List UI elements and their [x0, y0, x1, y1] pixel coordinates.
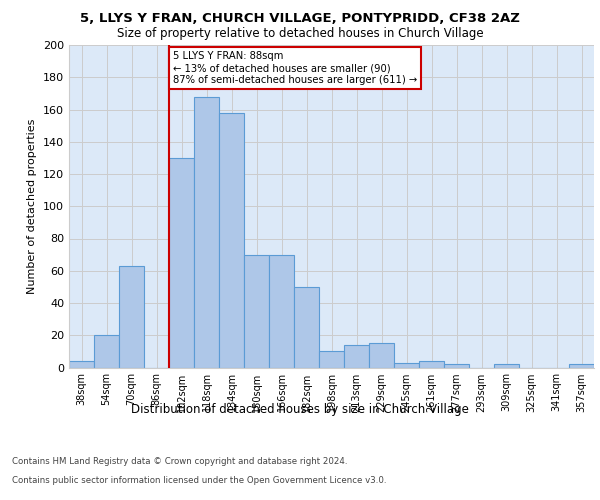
- Bar: [69, 361, 94, 368]
- Bar: [319, 352, 344, 368]
- Text: Size of property relative to detached houses in Church Village: Size of property relative to detached ho…: [116, 28, 484, 40]
- Bar: [419, 361, 444, 368]
- Bar: [269, 254, 294, 368]
- Bar: [169, 158, 194, 368]
- Bar: [94, 335, 119, 368]
- Bar: [394, 362, 419, 368]
- Bar: [219, 112, 244, 368]
- Text: Contains public sector information licensed under the Open Government Licence v3: Contains public sector information licen…: [12, 476, 386, 485]
- Bar: [344, 345, 369, 368]
- Bar: [444, 364, 469, 368]
- Y-axis label: Number of detached properties: Number of detached properties: [28, 118, 37, 294]
- Bar: [119, 266, 144, 368]
- Bar: [294, 287, 319, 368]
- Text: Distribution of detached houses by size in Church Village: Distribution of detached houses by size …: [131, 402, 469, 415]
- Bar: [569, 364, 594, 368]
- Text: 5, LLYS Y FRAN, CHURCH VILLAGE, PONTYPRIDD, CF38 2AZ: 5, LLYS Y FRAN, CHURCH VILLAGE, PONTYPRI…: [80, 12, 520, 26]
- Bar: [244, 254, 269, 368]
- Bar: [369, 344, 394, 367]
- Text: Contains HM Land Registry data © Crown copyright and database right 2024.: Contains HM Land Registry data © Crown c…: [12, 458, 347, 466]
- Text: 5 LLYS Y FRAN: 88sqm
← 13% of detached houses are smaller (90)
87% of semi-detac: 5 LLYS Y FRAN: 88sqm ← 13% of detached h…: [173, 52, 417, 84]
- Bar: [194, 96, 219, 368]
- Bar: [494, 364, 519, 368]
